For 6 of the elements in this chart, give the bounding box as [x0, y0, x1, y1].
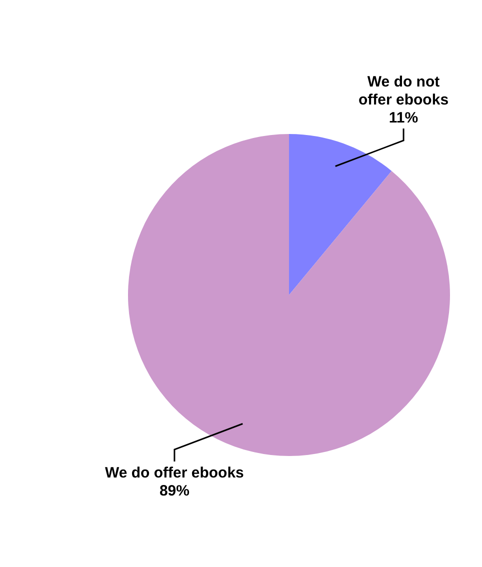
pie-slice	[128, 134, 450, 456]
pie-slice	[289, 134, 392, 295]
slice-label: We do offer ebooks	[105, 464, 244, 482]
slice-label: We do not offer ebooks	[358, 73, 449, 108]
data-label: 11%	[388, 109, 418, 126]
data-label: 89%	[159, 482, 190, 500]
